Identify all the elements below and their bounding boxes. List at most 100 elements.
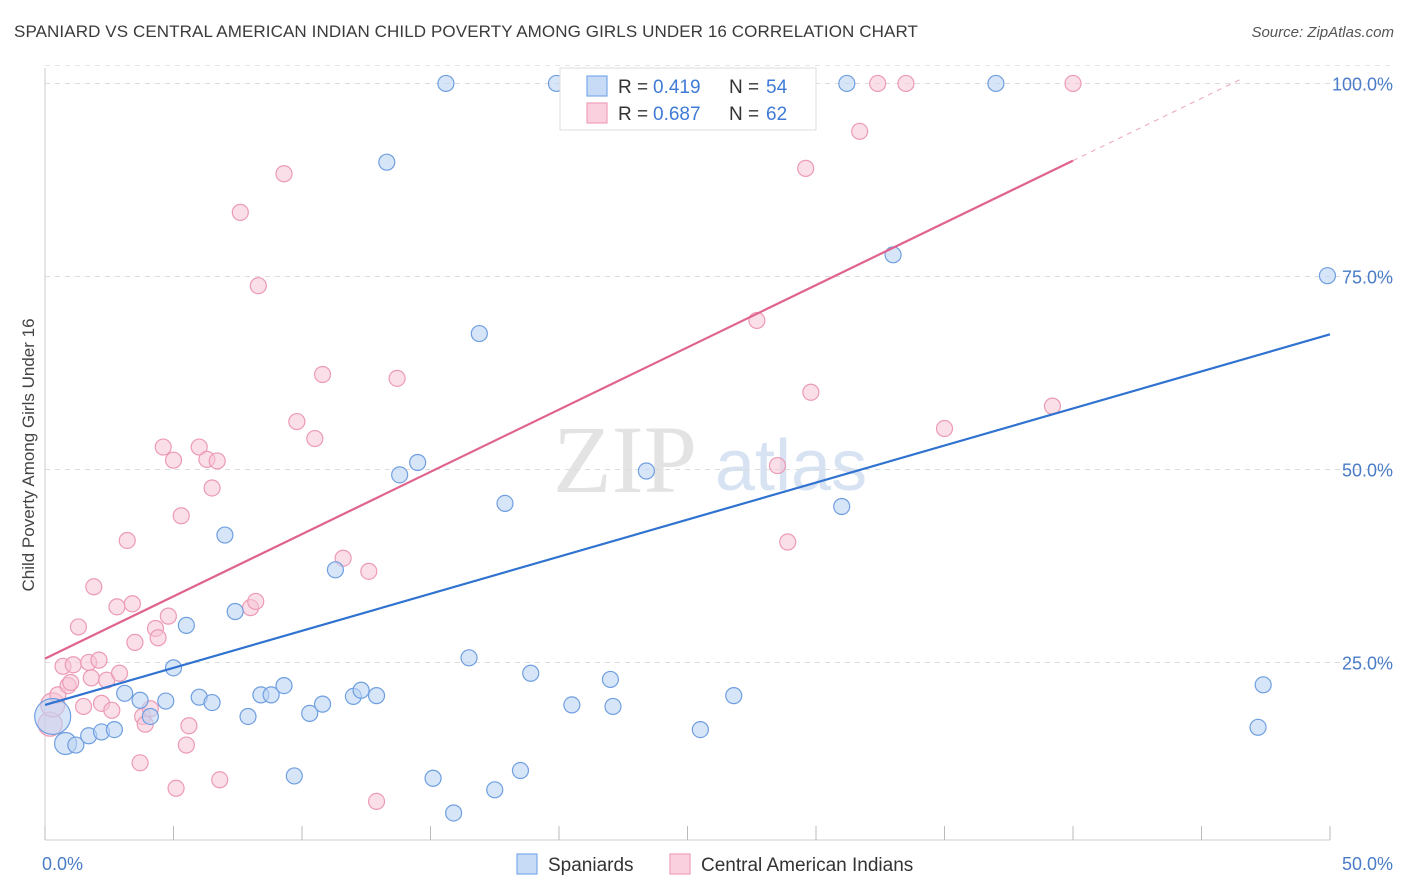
- central-american-indians-point: [768, 456, 787, 475]
- central-american-indians-point: [90, 651, 108, 669]
- central-american-indians-point: [851, 122, 869, 140]
- source-credit: Source: ZipAtlas.com: [1251, 24, 1394, 41]
- central-american-indians-point: [149, 629, 167, 647]
- spaniards-point: [496, 494, 514, 513]
- spaniards-point: [352, 681, 370, 699]
- legend-n-value-central-american-indians: 62: [766, 104, 787, 125]
- central-american-indians-point: [118, 531, 136, 550]
- central-american-indians-point: [103, 701, 121, 719]
- spaniards-point: [409, 453, 427, 472]
- spaniards-point: [226, 602, 244, 621]
- central-american-indians-point: [126, 633, 144, 651]
- spaniards-point: [522, 664, 540, 682]
- central-american-indians-point: [360, 562, 378, 580]
- central-american-indians-point: [74, 697, 93, 716]
- central-american-indians-point: [935, 419, 954, 438]
- central-american-indians-point: [110, 664, 129, 682]
- y-tick-label: 75.0%: [1342, 267, 1393, 287]
- central-american-indians-point: [897, 74, 915, 93]
- spaniards-point: [326, 561, 345, 579]
- central-american-indians-trend-line: [44, 159, 1074, 660]
- central-american-indians-point: [62, 673, 80, 692]
- central-american-indians-point: [159, 607, 177, 625]
- central-american-indians-point: [69, 618, 88, 636]
- legend-r-value-central-american-indians: 0.687: [653, 104, 701, 125]
- spaniards-point: [367, 687, 386, 705]
- spaniards-point: [391, 466, 409, 484]
- central-american-indians-trend-extension: [1072, 79, 1241, 162]
- bottom-legend-label-spaniards: Spaniards: [548, 855, 634, 876]
- spaniards-point: [1254, 676, 1272, 694]
- spaniards-point: [833, 497, 851, 516]
- central-american-indians-point: [123, 595, 141, 613]
- central-american-indians-point: [275, 165, 293, 183]
- spaniards-trend-line: [44, 333, 1331, 706]
- central-american-indians-point: [164, 451, 183, 469]
- central-american-indians-point: [247, 592, 265, 611]
- watermark-atlas: atlas: [715, 426, 867, 506]
- bottom-legend-swatch-spaniards: [516, 853, 538, 875]
- spaniards-point: [604, 697, 622, 716]
- central-american-indians-point: [367, 792, 386, 811]
- spaniards-point: [67, 736, 85, 754]
- spaniards-point: [203, 693, 221, 712]
- legend-swatch-central-american-indians: [586, 102, 608, 124]
- spaniards-point: [637, 462, 655, 480]
- watermark-zip: ZIP: [553, 406, 697, 513]
- central-american-indians-point: [231, 203, 249, 221]
- central-american-indians-point: [190, 438, 208, 456]
- legend-n-label-central-american-indians: N =: [729, 104, 759, 125]
- gridlines: [45, 64, 1394, 663]
- spaniards-point: [884, 246, 902, 264]
- central-american-indians-point: [797, 159, 815, 177]
- central-american-indians-point: [108, 598, 126, 616]
- central-american-indians-point: [85, 578, 103, 596]
- bottom-legend-swatch-central-american-indians: [669, 853, 691, 875]
- legend-r-label-spaniards: R =: [618, 77, 648, 98]
- central-american-indians-point: [208, 452, 226, 470]
- central-american-indians-point: [1064, 74, 1082, 93]
- central-american-indians-point: [203, 479, 221, 497]
- spaniards-point: [511, 761, 530, 780]
- legend-n-label-spaniards: N =: [729, 77, 759, 98]
- central-american-indians-point: [288, 412, 306, 431]
- central-american-indians-point: [177, 736, 195, 754]
- central-american-indians-point: [211, 771, 229, 789]
- spaniards-point: [691, 721, 709, 739]
- spaniards-point: [470, 324, 488, 343]
- spaniards-point: [987, 74, 1005, 93]
- spaniards-point: [563, 696, 581, 714]
- spaniards-point: [105, 721, 123, 739]
- central-american-indians-point: [313, 365, 332, 384]
- spaniards-point: [131, 691, 149, 709]
- x-tick-label: 50.0%: [1342, 854, 1393, 874]
- watermark: ZIP atlas: [553, 406, 867, 513]
- x-tick-label: 0.0%: [42, 854, 83, 874]
- series-legend: Spaniards Central American Indians: [516, 853, 913, 876]
- y-axis-label: Child Poverty Among Girls Under 16: [19, 318, 38, 591]
- legend-r-label-central-american-indians: R =: [618, 104, 648, 125]
- spaniards-point: [157, 692, 175, 710]
- spaniards-points: [34, 74, 1337, 822]
- spaniards-point: [424, 769, 442, 787]
- central-american-indians-point: [388, 369, 406, 387]
- spaniards-point: [262, 686, 280, 704]
- central-american-indians-point: [180, 717, 198, 735]
- spaniards-point: [275, 676, 293, 695]
- y-tick-label: 25.0%: [1342, 653, 1393, 673]
- central-american-indians-point: [131, 754, 149, 772]
- spaniards-point: [378, 153, 396, 171]
- central-american-indians-point: [64, 656, 82, 674]
- spaniards-point: [141, 707, 159, 726]
- spaniards-point: [725, 687, 743, 705]
- spaniards-point: [1318, 267, 1337, 285]
- legend-r-value-spaniards: 0.419: [653, 77, 701, 98]
- spaniards-point: [313, 695, 332, 713]
- central-american-indians-point: [802, 383, 820, 401]
- trend-lines: [44, 79, 1331, 706]
- spaniards-point: [177, 616, 195, 634]
- spaniards-point: [216, 526, 234, 544]
- central-american-indians-point: [249, 277, 267, 295]
- legend-swatch-spaniards: [586, 75, 608, 97]
